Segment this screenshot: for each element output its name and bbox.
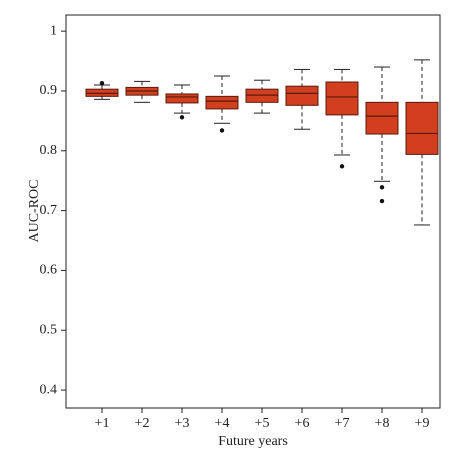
box (205, 95, 239, 110)
x-tick-label: +9 (415, 416, 430, 431)
y-tick-label: 0.6 (40, 263, 58, 278)
box (165, 93, 199, 104)
x-tick-label: +3 (175, 416, 190, 431)
outlier (219, 128, 225, 133)
outlier (179, 115, 185, 120)
x-tick-label: +4 (215, 416, 230, 431)
y-tick-label: 0.5 (40, 322, 58, 337)
outlier (339, 164, 345, 169)
outlier (379, 198, 385, 204)
x-tick-label: +6 (295, 416, 310, 431)
y-tick-label: 0.4 (40, 382, 58, 397)
outlier (99, 80, 105, 86)
outlier (379, 185, 385, 190)
box (285, 85, 319, 106)
x-tick-label: +5 (255, 416, 270, 431)
x-tick-label: +7 (335, 416, 350, 431)
x-axis-label: Future years (218, 434, 288, 449)
box (325, 81, 359, 116)
y-tick-label: 1 (50, 23, 57, 38)
y-tick-label: 0.8 (40, 143, 58, 158)
y-tick-label: 0.9 (40, 83, 58, 98)
plot-frame (65, 14, 441, 409)
box (365, 101, 399, 135)
x-tick-label: +2 (135, 416, 150, 431)
x-tick-label: +1 (95, 416, 110, 431)
x-tick-label: +8 (375, 416, 390, 431)
y-tick-label: 0.7 (40, 203, 58, 218)
y-axis-label: AUC-ROC (27, 179, 42, 242)
box (405, 101, 439, 155)
